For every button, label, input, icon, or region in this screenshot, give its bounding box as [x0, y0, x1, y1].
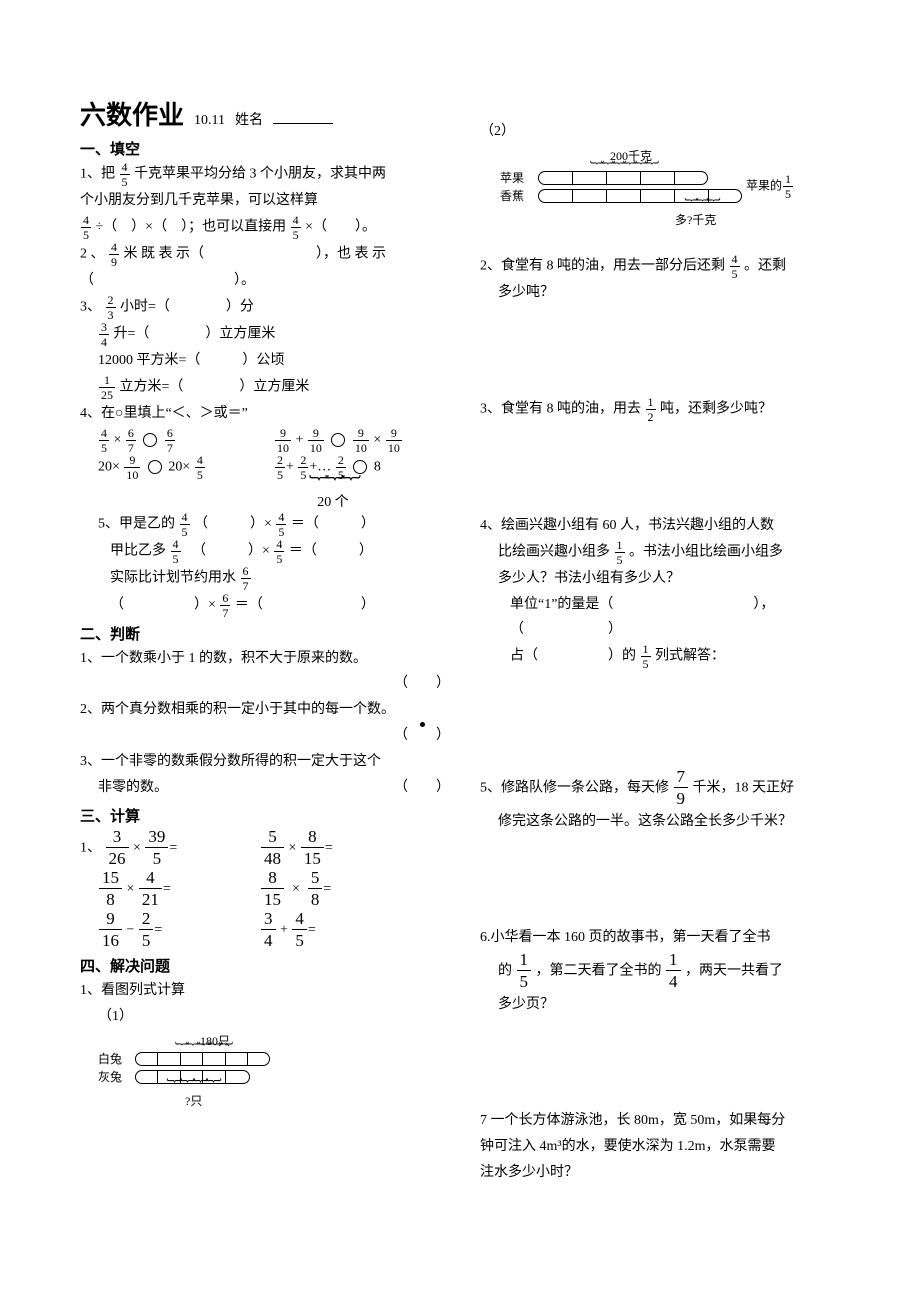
q4-row1: 45 × 67 67 910 + 910 910 × 910	[80, 427, 450, 454]
main-title: 六数作业	[80, 95, 184, 132]
compare-circle[interactable]	[143, 433, 157, 447]
frac-4-5c: 45	[291, 214, 301, 241]
q5-line3: 实际比计划节约用水 67	[80, 565, 450, 592]
q3-line1: 3、 23 小时=（ ）分	[80, 294, 450, 321]
center-dot	[415, 715, 775, 733]
r-q4f: 占（ ）的 15 列式解答：	[480, 643, 840, 670]
r-q4d: 多少人？书法小组有多少人？	[480, 566, 840, 592]
q5-line1: 5、甲是乙的 45 （ ）× 45 ＝（ ）	[80, 511, 450, 538]
problem-1-head: 1、看图列式计算	[80, 978, 450, 1004]
q3e: 立方米=（ ）立方厘米	[120, 379, 310, 394]
judge-3a: 3、一个非零的数乘假分数所得的积一定大于这个	[80, 749, 450, 775]
judge-1: 1、一个数乘小于 1 的数，积不大于原来的数。	[80, 646, 450, 672]
q2a: 2 、	[80, 247, 105, 262]
d1-total: 180只	[200, 1032, 230, 1049]
frac-4-5b: 45	[81, 214, 91, 241]
frac-1-25: 125	[99, 374, 115, 401]
d2-label-banana: 香蕉	[500, 187, 524, 204]
r-q2b: 多少吨？	[480, 280, 840, 306]
judge-1-paren[interactable]: （ ）	[80, 671, 450, 697]
d2-number: （2）	[480, 124, 515, 139]
r-q3: 3、食堂有 8 吨的油，用去 12 吨，还剩多少吨？	[480, 396, 840, 423]
compare-circle[interactable]	[353, 460, 367, 474]
q3b: 小时=（ ）分	[120, 300, 254, 315]
d1-label-white: 白兔	[98, 1050, 122, 1067]
q4-head: 4、在○里填上“＜、＞或＝”	[80, 401, 450, 427]
q3-line2: 34 升=（ ）立方厘米	[80, 321, 450, 348]
section-1-head: 一、填空	[80, 138, 450, 159]
q2b: 米 既 表 示（ ），也 表 示	[124, 247, 387, 262]
q1a: 1、把	[80, 167, 115, 182]
judge-3-paren[interactable]: （ ）	[394, 775, 450, 801]
q3-line4: 125 立方米=（ ）立方厘米	[80, 374, 450, 401]
q1b: 千克苹果平均分给 3 个小朋友，求其中两	[134, 167, 386, 182]
judge-3b: 非零的数。 （ ）	[80, 775, 450, 801]
frac-3-4: 34	[99, 321, 109, 348]
q5-line2: 甲比乙多 45 （ ）× 45 ＝（ ）	[80, 538, 450, 565]
q2-line1: 2 、 49 米 既 表 示（ ），也 表 示	[80, 241, 450, 268]
q4-row2: 20× 910 20× 45 25+ 25+… 25 8	[80, 454, 450, 481]
d1-label-gray: 灰兔	[98, 1068, 122, 1085]
diagram-1: （1） ︷︷︷︷︷ 180只 白兔 灰兔	[80, 1004, 450, 1106]
q3a: 3、	[80, 300, 101, 315]
d2-question: 多?千克	[675, 211, 716, 228]
calc-row3: 916 − 25= 34 + 45=	[80, 910, 450, 951]
calc-row2: 158 × 421= 815 × 58=	[80, 869, 450, 910]
compare-circle[interactable]	[148, 460, 162, 474]
r-q2: 2、食堂有 8 吨的油，用去一部分后还剩 45 。还剩	[480, 253, 840, 280]
right-column: （2） ︷︷︷︷︷︷ 200千克 苹果 香蕉	[480, 95, 840, 1186]
r-q7b: 钟可注入 4m³的水，要使水深为 1.2m，水泵需要	[480, 1134, 840, 1160]
r-q5a: 5、修路队修一条公路，每天修 79 千米，18 天正好	[480, 768, 840, 809]
r-q6a: 6.小华看一本 160 页的故事书，第一天看了全书	[480, 925, 840, 951]
q5-line4: （ ）× 67 ＝（ ）	[80, 592, 450, 619]
q3c: 升=（ ）立方厘米	[114, 327, 276, 342]
title-row: 六数作业 10.11 姓名	[80, 95, 450, 132]
q3-line3: 12000 平方米=（ ）公顷	[80, 348, 450, 374]
q1-line1: 1、把 45 千克苹果平均分给 3 个小朋友，求其中两	[80, 161, 450, 188]
frac-4-5: 45	[120, 161, 130, 188]
r-q5c: 修完这条公路的一半。这条公路全长多少千米？	[480, 809, 840, 835]
q1d: ÷（ ）×（ ）；也可以直接用	[96, 220, 287, 235]
r-q7a: 7 一个长方体游泳池，长 80m，宽 50m，如果每分	[480, 1108, 840, 1134]
q1-line3: 45 ÷（ ）×（ ）；也可以直接用 45 ×（ ）。	[80, 214, 450, 241]
d1-number: （1）	[80, 1009, 133, 1024]
d1-question: ?只	[185, 1092, 202, 1109]
date-label: 10.11	[194, 113, 225, 129]
d2-side-label: 苹果的15	[746, 173, 794, 200]
name-blank[interactable]	[273, 123, 333, 124]
worksheet-page: 六数作业 10.11 姓名 一、填空 1、把 45 千克苹果平均分给 3 个小朋…	[0, 0, 920, 1226]
r-q4b: 比绘画兴趣小组多 15 。书法小组比绘画小组多	[480, 539, 840, 566]
judge-2: 2、两个真分数相乘的积一定小于其中的每一个数。	[80, 697, 450, 723]
frac-4-9: 49	[109, 241, 119, 268]
underbrace: ︸︸︸	[278, 483, 388, 489]
d2-label-apple: 苹果	[500, 169, 524, 186]
calc-row1: 1、 326 × 395= 548 × 815=	[80, 828, 450, 869]
r-q7c: 注水多少小时？	[480, 1160, 840, 1186]
r-q4e: 单位“1”的量是（ ），（ ）	[480, 592, 840, 644]
judge-2-paren[interactable]: （ ）	[80, 723, 450, 749]
left-column: 六数作业 10.11 姓名 一、填空 1、把 45 千克苹果平均分给 3 个小朋…	[80, 95, 450, 1186]
compare-circle[interactable]	[331, 433, 345, 447]
frac-2-3: 23	[106, 294, 116, 321]
d2-bar-apple	[538, 171, 708, 185]
brace-label: 20 个	[278, 491, 388, 511]
r-q6b: 的 15 ，第二天看了全书的 14 ，两天一共看了	[480, 951, 840, 992]
q1-line2: 个小朋友分到几千克苹果，可以这样算	[80, 188, 450, 214]
section-3-head: 三、计算	[80, 805, 450, 826]
diagram-2: （2） ︷︷︷︷︷︷ 200千克 苹果 香蕉	[480, 119, 840, 229]
q2-line2: （ ）。	[80, 268, 450, 294]
r-q4a: 4、绘画兴趣小组有 60 人，书法兴趣小组的人数	[480, 513, 840, 539]
section-4-head: 四、解决问题	[80, 955, 450, 976]
d2-total: 200千克	[610, 147, 652, 164]
name-label: 姓名	[235, 109, 263, 129]
q1e: ×（ ）。	[305, 220, 376, 235]
section-2-head: 二、判断	[80, 623, 450, 644]
r-q6e: 多少页？	[480, 992, 840, 1018]
